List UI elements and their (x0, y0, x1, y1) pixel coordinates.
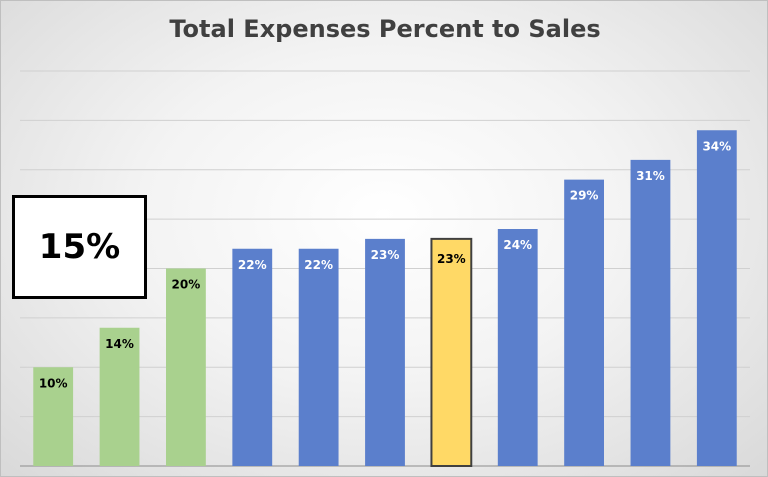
bar (430, 237, 473, 467)
bar (630, 159, 671, 466)
bar (696, 130, 737, 466)
data-label: 34% (702, 139, 731, 153)
chart-title: Total Expenses Percent to Sales (169, 15, 601, 43)
bar (33, 367, 74, 466)
callout-box: 15% (12, 195, 147, 299)
data-label: 14% (105, 337, 134, 351)
bar (298, 248, 339, 466)
data-label: 22% (238, 258, 267, 272)
bar (365, 238, 405, 466)
data-label: 31% (636, 169, 665, 183)
data-label: 22% (304, 258, 333, 272)
bar (232, 248, 273, 466)
bar (497, 229, 538, 466)
data-label: 23% (371, 248, 400, 262)
data-label: 23% (437, 252, 466, 266)
bar (99, 327, 140, 466)
bar (564, 179, 604, 466)
data-label: 20% (172, 278, 201, 292)
data-label: 24% (503, 238, 532, 252)
data-labels: 10% 14% 20% 22% 22% 23% 23% 24% 29% 31% 34% (39, 139, 731, 390)
data-label: 10% (39, 376, 68, 390)
data-label: 29% (570, 189, 599, 203)
bars (33, 130, 737, 467)
bar (166, 268, 206, 466)
